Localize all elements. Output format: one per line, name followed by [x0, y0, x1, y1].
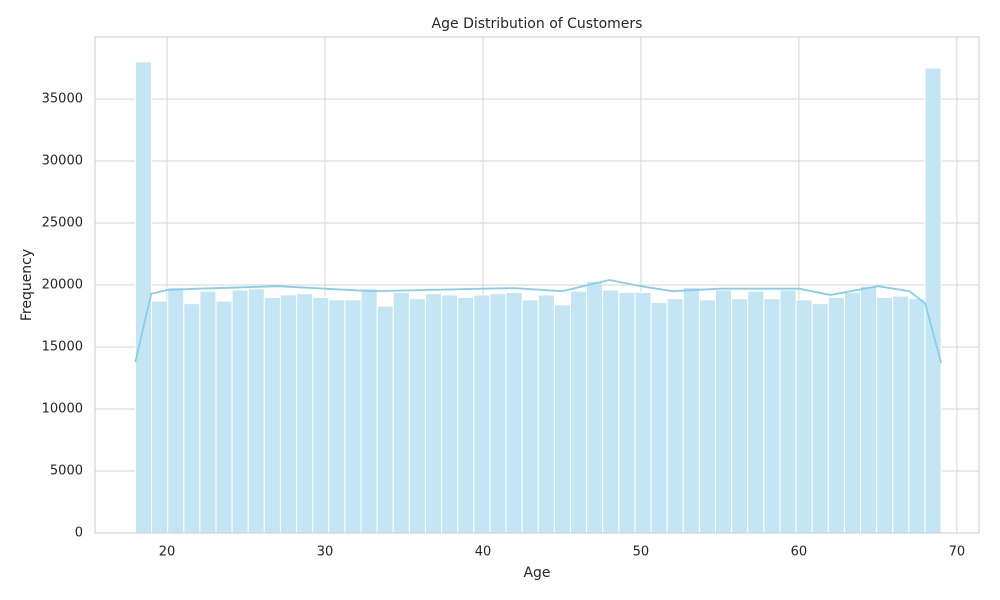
bar: [424, 293, 443, 534]
bar: [569, 290, 588, 534]
plot-frame: [94, 36, 980, 534]
y-tick-label: 5000: [50, 464, 83, 479]
bar: [553, 304, 571, 534]
bar: [602, 289, 620, 534]
x-tick-label: 70: [949, 545, 966, 560]
bar: [666, 298, 684, 534]
bar: [279, 294, 298, 534]
bar: [860, 285, 878, 534]
bar: [715, 289, 733, 534]
bar: [167, 286, 185, 534]
bar: [843, 291, 862, 534]
y-axis-label: Frequency: [19, 249, 35, 321]
bar: [811, 303, 829, 534]
y-tick-label: 0: [75, 526, 83, 541]
x-axis-label: Age: [523, 565, 550, 581]
bar: [634, 291, 652, 534]
bar: [618, 291, 636, 534]
bar: [231, 289, 249, 534]
bar: [263, 296, 281, 534]
bar: [698, 299, 717, 534]
y-tick-label: 25000: [42, 216, 83, 231]
y-tick-label: 30000: [42, 154, 83, 169]
kde-line: [134, 279, 942, 364]
bar: [731, 298, 749, 534]
bar: [151, 300, 169, 534]
bar: [876, 296, 894, 534]
bar: [247, 288, 265, 534]
x-tick-label: 50: [633, 545, 650, 560]
chart-title: Age Distribution of Customers: [432, 16, 643, 32]
bar: [392, 291, 410, 534]
y-tick-label: 10000: [42, 402, 83, 417]
bar: [908, 298, 926, 534]
y-tick-label: 35000: [42, 92, 83, 107]
bar: [779, 289, 797, 534]
bar: [763, 298, 781, 534]
bar: [408, 298, 426, 534]
bar: [441, 294, 459, 534]
bar: [473, 294, 491, 534]
bar: [586, 280, 604, 534]
bar: [827, 296, 845, 534]
bar: [215, 300, 233, 534]
bar: [795, 299, 813, 534]
bar: [344, 299, 362, 534]
bar: [537, 294, 555, 534]
bar: [747, 290, 765, 534]
bar: [489, 293, 507, 534]
bar: [183, 303, 201, 534]
bar: [650, 301, 668, 534]
y-tick-label: 15000: [42, 340, 83, 355]
bar: [682, 286, 700, 534]
x-tick-label: 60: [791, 545, 808, 560]
bar: [328, 299, 346, 534]
bar: [134, 61, 153, 534]
x-tick-label: 40: [475, 545, 492, 560]
y-tick-label: 20000: [42, 278, 83, 293]
bar: [360, 288, 378, 534]
bar: [312, 296, 330, 534]
x-tick-label: 20: [159, 545, 176, 560]
bar: [924, 67, 942, 534]
bar: [199, 290, 217, 534]
x-tick-label: 30: [317, 545, 334, 560]
bar: [505, 291, 523, 534]
bar: [457, 296, 475, 534]
bar: [521, 299, 539, 534]
bar: [376, 305, 394, 534]
bar: [296, 293, 314, 534]
bar: [892, 295, 910, 534]
